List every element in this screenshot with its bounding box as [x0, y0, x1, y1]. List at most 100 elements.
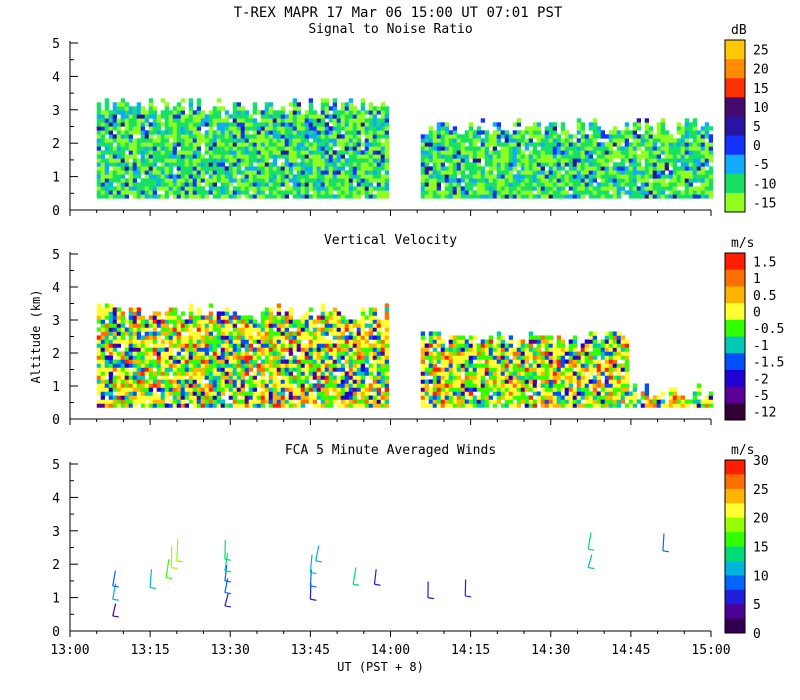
heat-cell — [272, 146, 278, 151]
heat-cell — [244, 403, 250, 408]
heat-cell — [348, 351, 354, 356]
heat-cell — [584, 146, 590, 151]
heat-cell — [296, 142, 302, 147]
heat-cell — [476, 130, 482, 135]
heat-cell — [180, 178, 186, 183]
colorbar-label: -10 — [753, 177, 776, 192]
heat-cell — [420, 335, 426, 340]
heat-cell — [384, 347, 390, 352]
heat-cell — [100, 347, 106, 352]
heat-cell — [212, 190, 218, 195]
heat-cell — [304, 387, 310, 392]
heat-cell — [124, 126, 130, 131]
heat-cell — [96, 138, 102, 143]
heat-cell — [272, 122, 278, 127]
heat-cell — [268, 194, 274, 199]
heat-cell — [468, 182, 474, 187]
heat-cell — [240, 114, 246, 119]
heat-cell — [452, 146, 458, 151]
heat-cell — [344, 190, 350, 195]
heat-cell — [480, 339, 486, 344]
heat-cell — [488, 347, 494, 352]
heat-cell — [132, 399, 138, 404]
heat-cell — [320, 351, 326, 356]
heat-cell — [488, 379, 494, 384]
heat-cell — [248, 375, 254, 380]
heat-cell — [500, 391, 506, 396]
heat-cell — [520, 383, 526, 388]
heat-cell — [344, 363, 350, 368]
heat-cell — [112, 110, 118, 115]
heat-cell — [216, 126, 222, 131]
heat-cell — [472, 150, 478, 155]
heat-cell — [100, 178, 106, 183]
heat-cell — [316, 170, 322, 175]
heat-cell — [232, 363, 238, 368]
heat-cell — [208, 178, 214, 183]
heat-cell — [332, 327, 338, 332]
heat-cell — [316, 367, 322, 372]
heat-cell — [688, 146, 694, 151]
heat-cell — [612, 138, 618, 143]
heat-cell — [612, 150, 618, 155]
heat-cell — [96, 194, 102, 199]
heat-cell — [288, 154, 294, 159]
heat-cell — [308, 363, 314, 368]
heat-cell — [704, 186, 710, 191]
heat-cell — [232, 367, 238, 372]
heat-cell — [312, 347, 318, 352]
heat-cell — [452, 186, 458, 191]
heat-cell — [348, 134, 354, 139]
heat-cell — [616, 150, 622, 155]
heat-cell — [216, 130, 222, 135]
heat-cell — [136, 327, 142, 332]
heat-cell — [624, 150, 630, 155]
heat-cell — [236, 158, 242, 163]
heat-cell — [384, 387, 390, 392]
heat-cell — [484, 134, 490, 139]
heat-cell — [324, 170, 330, 175]
heat-cell — [432, 347, 438, 352]
heat-cell — [536, 154, 542, 159]
heat-cell — [140, 383, 146, 388]
heat-cell — [572, 162, 578, 167]
heat-cell — [196, 399, 202, 404]
heat-cell — [640, 178, 646, 183]
heat-cell — [164, 170, 170, 175]
heat-cell — [188, 182, 194, 187]
heat-cell — [260, 395, 266, 400]
heat-cell — [504, 371, 510, 376]
heat-cell — [504, 375, 510, 380]
heat-cell — [368, 323, 374, 328]
heat-cell — [352, 158, 358, 163]
heat-cell — [180, 347, 186, 352]
heat-cell — [532, 335, 538, 340]
heat-cell — [504, 395, 510, 400]
heat-cell — [340, 150, 346, 155]
heat-cell — [584, 162, 590, 167]
heat-cell — [700, 154, 706, 159]
heat-cell — [224, 186, 230, 191]
heat-cell — [576, 170, 582, 175]
heat-cell — [288, 343, 294, 348]
heat-cell — [124, 106, 130, 111]
heat-cell — [316, 383, 322, 388]
heat-cell — [552, 150, 558, 155]
heat-cell — [156, 387, 162, 392]
heat-cell — [116, 130, 122, 135]
heat-cell — [168, 311, 174, 316]
heat-cell — [224, 319, 230, 324]
heat-cell — [308, 170, 314, 175]
heat-cell — [104, 194, 110, 199]
heat-cell — [204, 122, 210, 127]
heat-cell — [360, 126, 366, 131]
heat-cell — [344, 126, 350, 131]
heat-cell — [324, 102, 330, 107]
heat-cell — [500, 162, 506, 167]
heat-cell — [472, 130, 478, 135]
heat-cell — [264, 343, 270, 348]
heat-cell — [124, 186, 130, 191]
heat-cell — [104, 335, 110, 340]
heat-cell — [540, 399, 546, 404]
heat-cell — [192, 110, 198, 115]
